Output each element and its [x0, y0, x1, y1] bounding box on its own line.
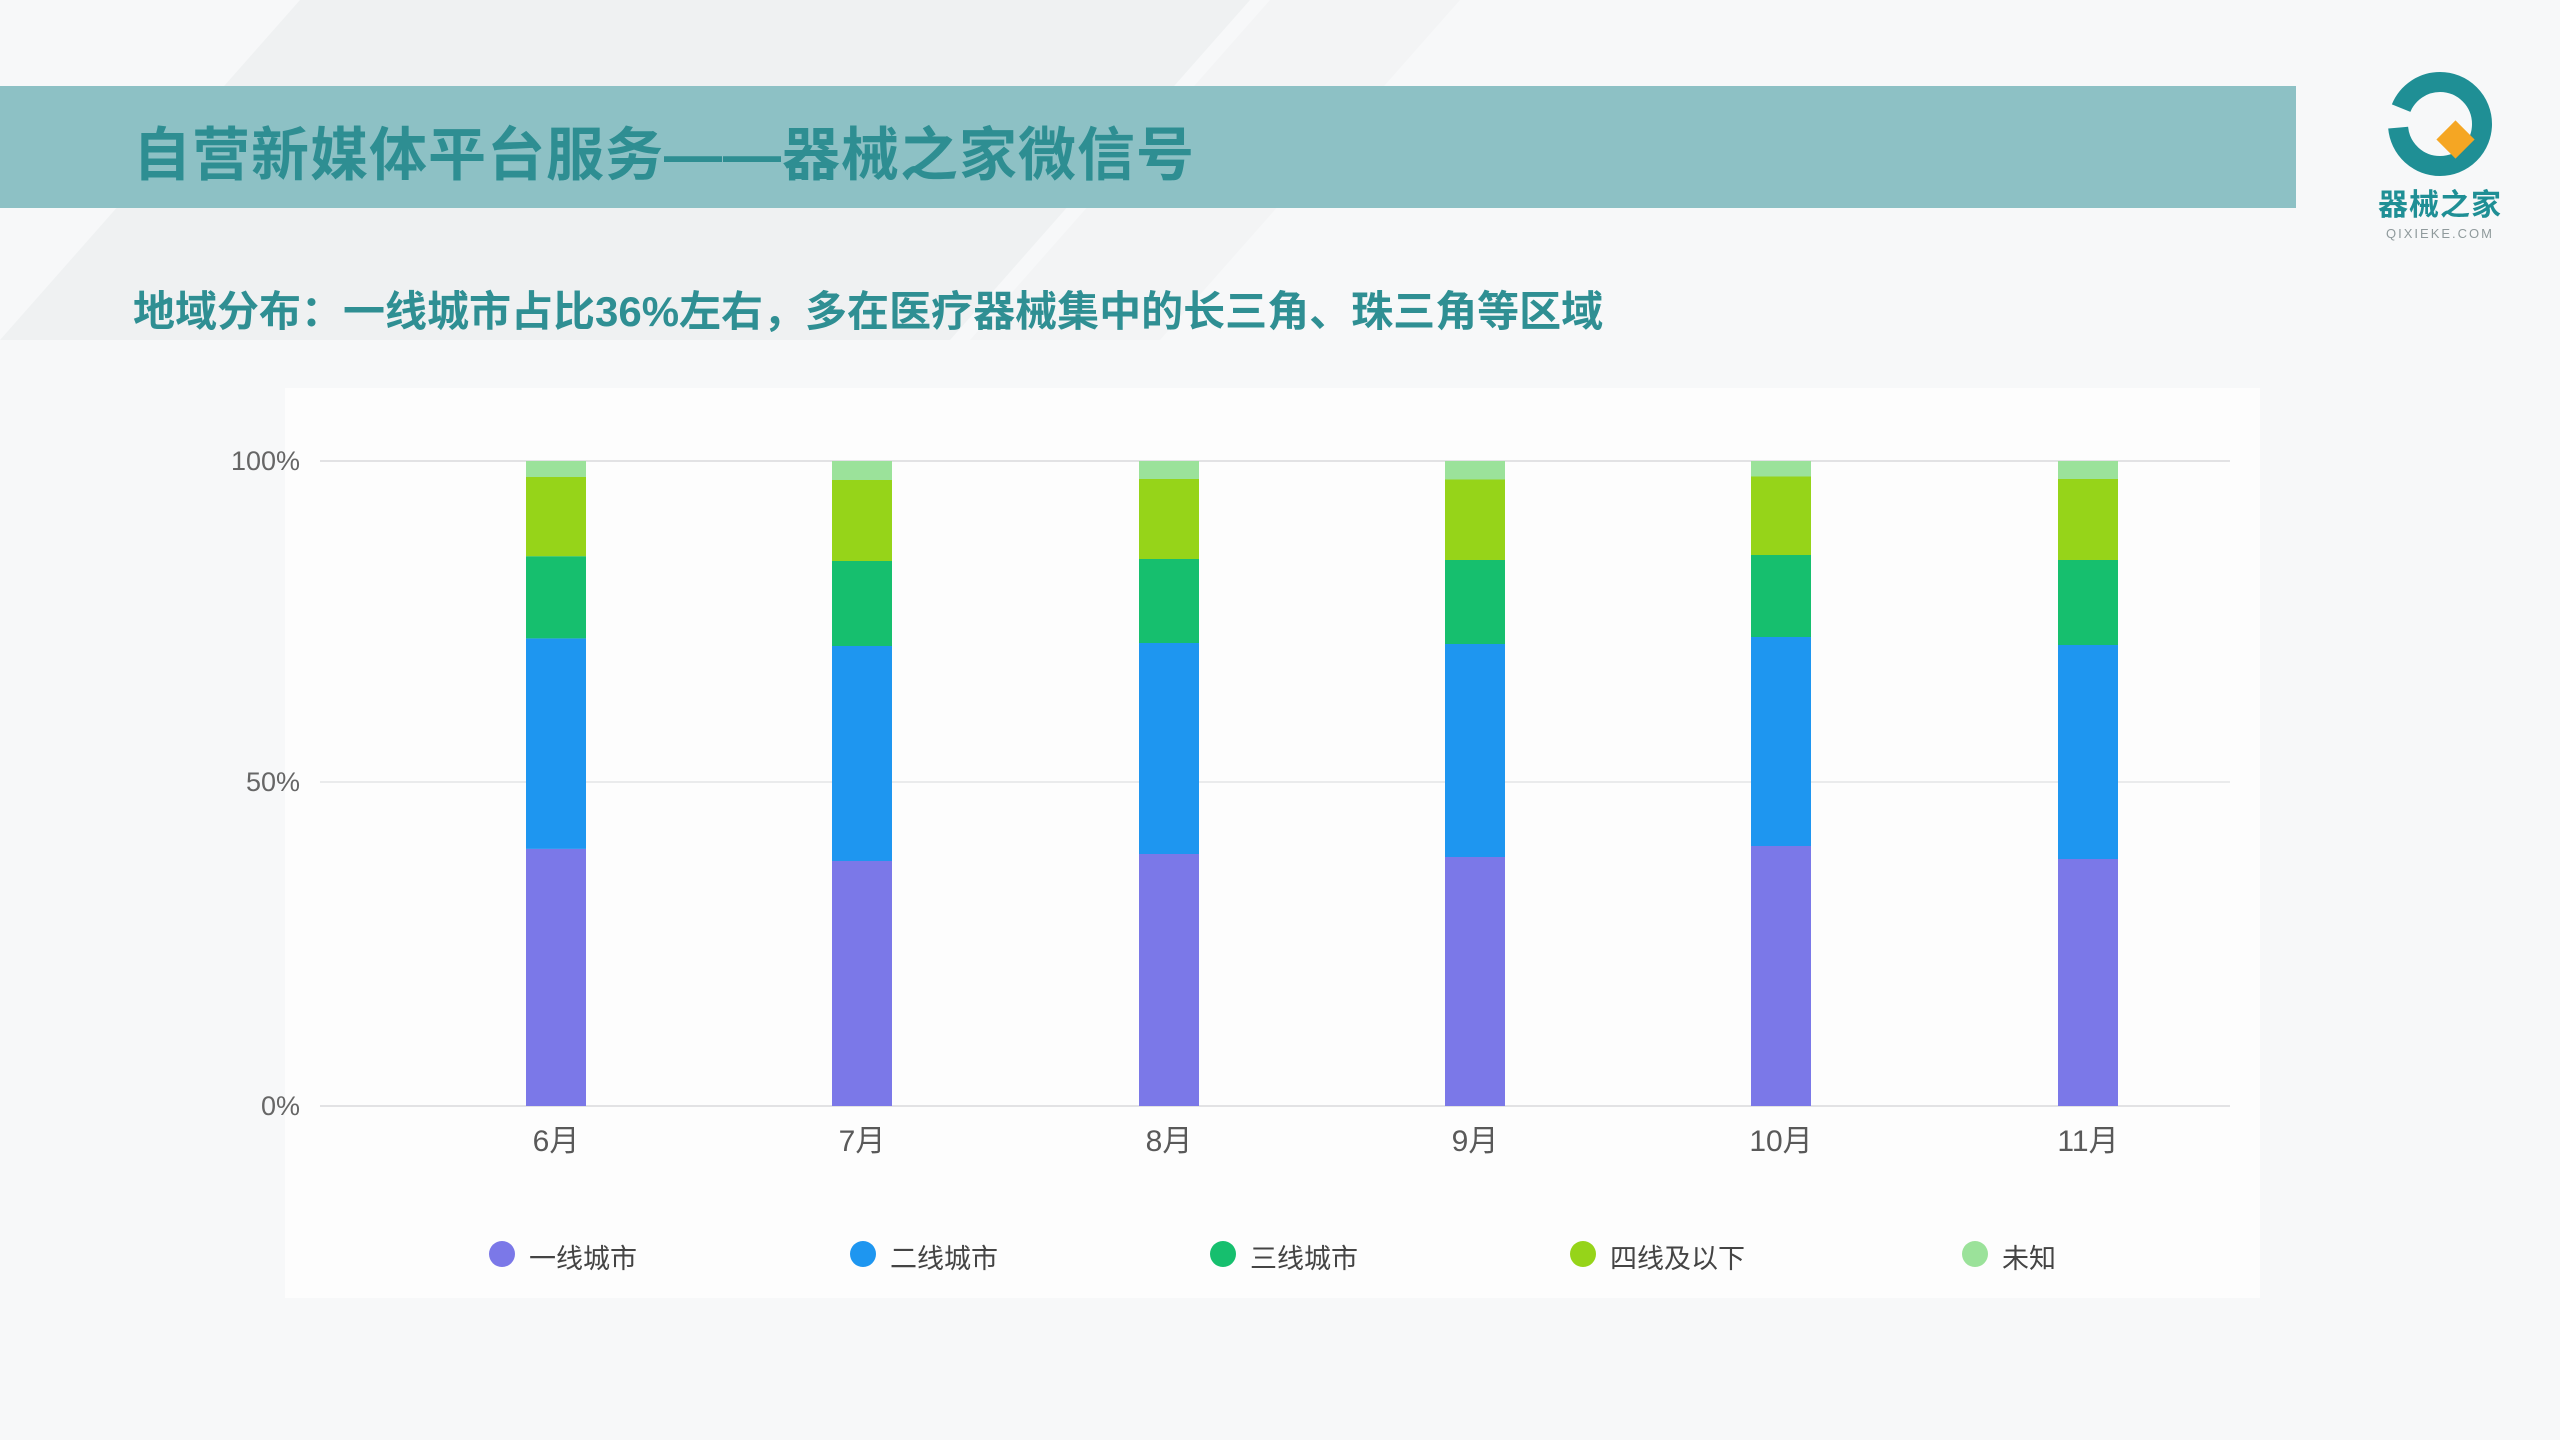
svg-text:8月: 8月	[1146, 1125, 1193, 1158]
svg-text:0%: 0%	[261, 1091, 300, 1121]
svg-text:100%: 100%	[231, 446, 300, 476]
svg-text:9月: 9月	[1452, 1125, 1499, 1158]
svg-text:11月: 11月	[2057, 1125, 2118, 1158]
svg-text:6月: 6月	[533, 1125, 580, 1158]
svg-text:7月: 7月	[839, 1125, 886, 1158]
svg-text:10月: 10月	[1749, 1125, 1812, 1158]
svg-text:50%: 50%	[246, 767, 300, 797]
